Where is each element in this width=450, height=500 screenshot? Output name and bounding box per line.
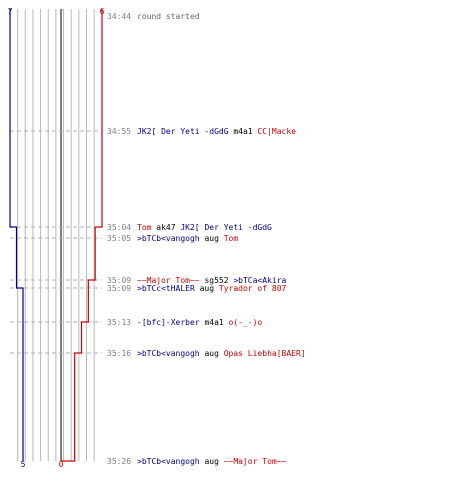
event-time: 34:55 <box>107 127 131 136</box>
event-part: aug <box>200 234 224 243</box>
event-part: >bTCc<tHALER <box>137 284 195 293</box>
event-part: >bTCa<Akira <box>233 276 286 285</box>
event-description: round started <box>137 12 200 21</box>
event-part: aug <box>195 284 219 293</box>
event-part: CC|Macke <box>257 127 296 136</box>
event-part: m4a1 <box>229 127 258 136</box>
blue-alive-line <box>9 9 24 461</box>
red-start-count: 6 <box>100 7 105 16</box>
event-description: Tom ak47 JK2[ Der Yeti -dGdG <box>137 223 272 232</box>
red-end-count: 0 <box>59 460 64 469</box>
event-part: Opas Liebha[BAER] <box>224 349 306 358</box>
event-part: >bTCb<vangogh <box>137 457 200 466</box>
event-time: 35:09 <box>107 276 131 285</box>
event-part: round started <box>137 12 200 21</box>
event-part: o(-_-)o <box>229 318 263 327</box>
event-time: 35:09 <box>107 284 131 293</box>
event-part: JK2[ Der Yeti -dGdG <box>137 127 229 136</box>
count-labels: 7 6 5 0 <box>8 7 105 469</box>
event-description: -[bfc]-Xerber m4a1 o(-_-)o <box>137 318 262 327</box>
event-part: sg552 <box>200 276 234 285</box>
event-part: aug <box>200 457 224 466</box>
event-description: JK2[ Der Yeti -dGdG m4a1 CC|Macke <box>137 127 296 136</box>
event-part: ~~Major Tom~~ <box>137 276 200 285</box>
event-description: >bTCb<vangogh aug Tom <box>137 234 238 243</box>
blue-start-count: 7 <box>8 7 13 16</box>
red-alive-line <box>61 9 103 462</box>
event-time: 35:13 <box>107 318 131 327</box>
event-time: 34:44 <box>107 12 131 21</box>
event-description: >bTCc<tHALER aug Tyrador of 807 <box>137 284 287 293</box>
event-time: 35:04 <box>107 223 131 232</box>
event-time: 35:26 <box>107 457 131 466</box>
alive-step-lines <box>9 9 103 462</box>
grid-layer <box>17 9 95 461</box>
event-time: 35:05 <box>107 234 131 243</box>
event-part: -[bfc]-Xerber <box>137 318 200 327</box>
event-part: aug <box>200 349 224 358</box>
event-time: 35:16 <box>107 349 131 358</box>
event-description: >bTCb<vangogh aug ~~Major Tom~~ <box>137 457 287 466</box>
event-part: m4a1 <box>200 318 229 327</box>
event-description: ~~Major Tom~~ sg552 >bTCa<Akira <box>137 276 287 285</box>
event-part: Tom <box>224 234 239 243</box>
event-part: >bTCb<vangogh <box>137 234 200 243</box>
event-part: ~~Major Tom~~ <box>224 457 287 466</box>
event-part: >bTCb<vangogh <box>137 349 200 358</box>
blue-end-count: 5 <box>21 460 26 469</box>
event-part: ak47 <box>151 223 180 232</box>
event-part: Tyrador of 807 <box>219 284 287 293</box>
event-log: 34:44 round started 34:55 JK2[ Der Yeti -dG… <box>107 12 306 466</box>
event-part: JK2[ Der Yeti -dGdG <box>180 223 272 232</box>
event-part: Tom <box>137 223 152 232</box>
event-description: >bTCb<vangogh aug Opas Liebha[BAER] <box>137 349 306 358</box>
event-guidelines <box>10 130 102 354</box>
